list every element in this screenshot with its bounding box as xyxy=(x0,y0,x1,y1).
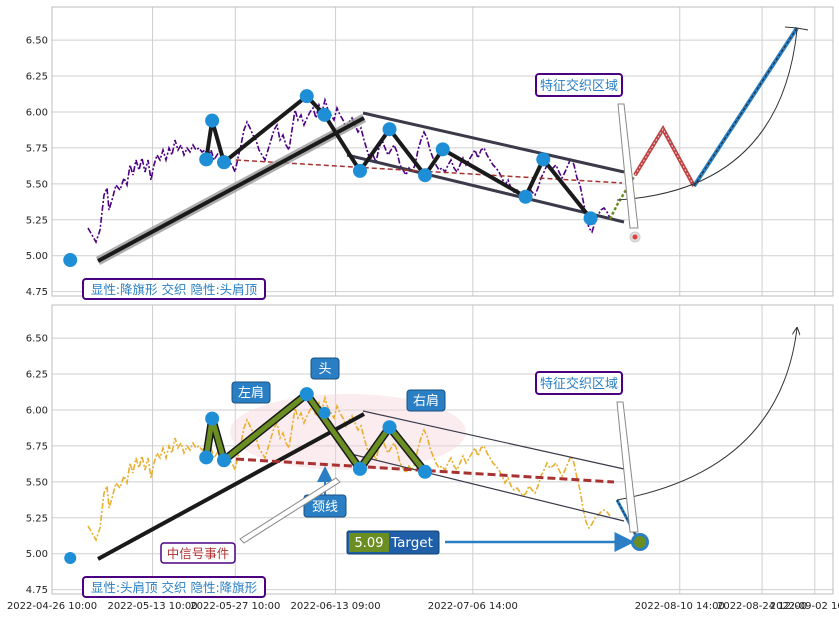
right-shoulder-label: 右肩 xyxy=(413,393,439,409)
y-tick-label: 5.75 xyxy=(26,143,48,154)
bottom-annotation-box: 特征交织区域 xyxy=(535,371,623,395)
y-tick-label: 5.00 xyxy=(26,549,48,560)
signal-label-box: 中信号事件 xyxy=(160,542,236,564)
top-projection-red xyxy=(633,124,696,187)
y-tick-label: 6.00 xyxy=(26,107,48,118)
top-pattern-node xyxy=(518,189,533,204)
top-channel-upper xyxy=(362,111,625,174)
target-value: 5.09 xyxy=(355,536,384,551)
top-legend-box: 显性:降旗形 交织 隐性:头肩顶 xyxy=(82,278,266,300)
top-pattern-node xyxy=(299,89,314,104)
bottom-panel: 4.75 5.00 5.25 5.50 5.75 6.00 6.25 6.50 2022-04… xyxy=(7,304,839,612)
y-tick-label: 6.25 xyxy=(26,370,48,381)
x-tick-label: 2022-08-24 12:00 xyxy=(717,601,807,612)
top-legend-label: 显性:降旗形 交织 隐性:头肩顶 xyxy=(91,282,258,297)
x-tick-label: 2022-05-13 10:00 xyxy=(107,601,197,612)
top-annotation-box: 特征交织区域 xyxy=(535,73,623,97)
bottom-pattern-node xyxy=(199,450,214,465)
left-shoulder-label: 左肩 xyxy=(238,385,264,401)
bottom-y-ticks: 4.75 5.00 5.25 5.50 5.75 6.00 6.25 6.50 xyxy=(26,334,48,597)
top-pattern-node xyxy=(63,253,78,268)
top-pattern-node xyxy=(199,152,214,167)
head-label: 头 xyxy=(318,362,331,377)
top-pattern-node xyxy=(382,122,397,137)
top-panel: 4.75 5.00 5.25 5.50 5.75 6.00 6.25 6.50 特征交织区域 xyxy=(26,6,834,300)
y-tick-label: 6.50 xyxy=(26,334,48,345)
y-tick-label: 4.75 xyxy=(26,585,48,596)
bottom-pattern-node xyxy=(418,464,433,479)
top-channel-lower xyxy=(346,153,625,224)
bottom-pole-node xyxy=(318,406,331,419)
bottom-channel-lower xyxy=(346,452,625,522)
bottom-annotation-label: 特征交织区域 xyxy=(540,376,618,392)
y-tick-label: 6.50 xyxy=(26,36,48,47)
bottom-pattern-node xyxy=(352,461,367,476)
bottom-pattern-node xyxy=(382,420,397,435)
bottom-pattern-node xyxy=(299,387,314,402)
top-frame xyxy=(51,6,834,297)
top-pattern-node xyxy=(536,152,551,167)
bottom-annotation-pointer xyxy=(616,401,639,533)
bottom-pattern-node xyxy=(216,453,231,468)
bottom-pattern-nodes xyxy=(64,387,433,565)
top-projection-green xyxy=(608,174,637,220)
y-tick-label: 6.25 xyxy=(26,72,48,83)
bottom-channel-upper xyxy=(362,410,625,470)
x-tick-label: 2022-04-26 10:00 xyxy=(7,601,97,612)
top-annotation-pointer xyxy=(617,103,639,229)
top-pattern-node xyxy=(205,113,220,128)
y-tick-label: 6.00 xyxy=(26,405,48,416)
top-curve-arrowhead xyxy=(784,26,809,31)
top-y-ticks: 4.75 5.00 5.25 5.50 5.75 6.00 6.25 6.50 xyxy=(26,36,48,299)
target-box: 5.09 Target xyxy=(346,530,440,555)
top-projection-blue-inner xyxy=(693,27,798,187)
top-pattern-node xyxy=(435,142,450,157)
top-annotation-label: 特征交织区域 xyxy=(540,78,618,94)
y-tick-label: 5.50 xyxy=(26,477,48,488)
top-pattern-node xyxy=(583,211,598,226)
top-pattern-node xyxy=(352,163,367,178)
top-pattern-node xyxy=(418,168,433,183)
x-tick-label: 2022-07-06 14:00 xyxy=(428,601,518,612)
target-label: Target xyxy=(390,535,433,551)
top-pattern-nodes xyxy=(63,89,598,268)
top-pattern-node xyxy=(317,107,332,122)
bottom-price-line xyxy=(87,394,611,542)
right-shoulder-label-box: 右肩 xyxy=(406,389,446,412)
top-flag-pole xyxy=(97,116,365,263)
neckline-label: 颈线 xyxy=(312,500,338,515)
top-projection-red-inner xyxy=(634,127,695,187)
target-marker-inner xyxy=(634,536,646,548)
y-tick-label: 5.75 xyxy=(26,441,48,452)
x-tick-label: 2022-06-13 09:00 xyxy=(291,601,381,612)
y-tick-label: 4.75 xyxy=(26,287,48,298)
bottom-legend-box: 显性:头肩顶 交织 隐性:降旗形 xyxy=(82,576,266,598)
y-tick-label: 5.25 xyxy=(26,513,48,524)
top-curve-arrow xyxy=(616,29,798,201)
signal-pointer xyxy=(239,477,341,544)
bottom-neckline xyxy=(235,457,615,484)
bottom-pattern-node xyxy=(205,411,220,426)
bottom-start-node xyxy=(64,552,77,565)
x-tick-label: 2022-05-27 10:00 xyxy=(190,601,280,612)
signal-label: 中信号事件 xyxy=(167,546,230,561)
y-tick-label: 5.25 xyxy=(26,215,48,226)
bottom-curve-arrow xyxy=(616,328,797,501)
x-tick-label: 2022-08-10 14:00 xyxy=(635,601,725,612)
y-tick-label: 5.00 xyxy=(26,251,48,262)
top-pattern-node xyxy=(216,155,231,170)
x-tick-label: 2022-09-02 10:00 xyxy=(770,601,839,612)
top-target-dot-inner xyxy=(632,234,638,240)
left-shoulder-label-box: 左肩 xyxy=(231,381,271,404)
bottom-frame xyxy=(51,304,834,595)
bottom-rising-line xyxy=(97,412,365,561)
bottom-x-ticks: 2022-04-26 10:00 2022-05-13 10:002022-05-… xyxy=(7,601,839,612)
bottom-legend-label: 显性:头肩顶 交织 隐性:降旗形 xyxy=(91,580,258,595)
head-label-box: 头 xyxy=(310,357,340,380)
y-tick-label: 5.50 xyxy=(26,179,48,190)
neckline-label-box: 颈线 xyxy=(303,494,347,518)
